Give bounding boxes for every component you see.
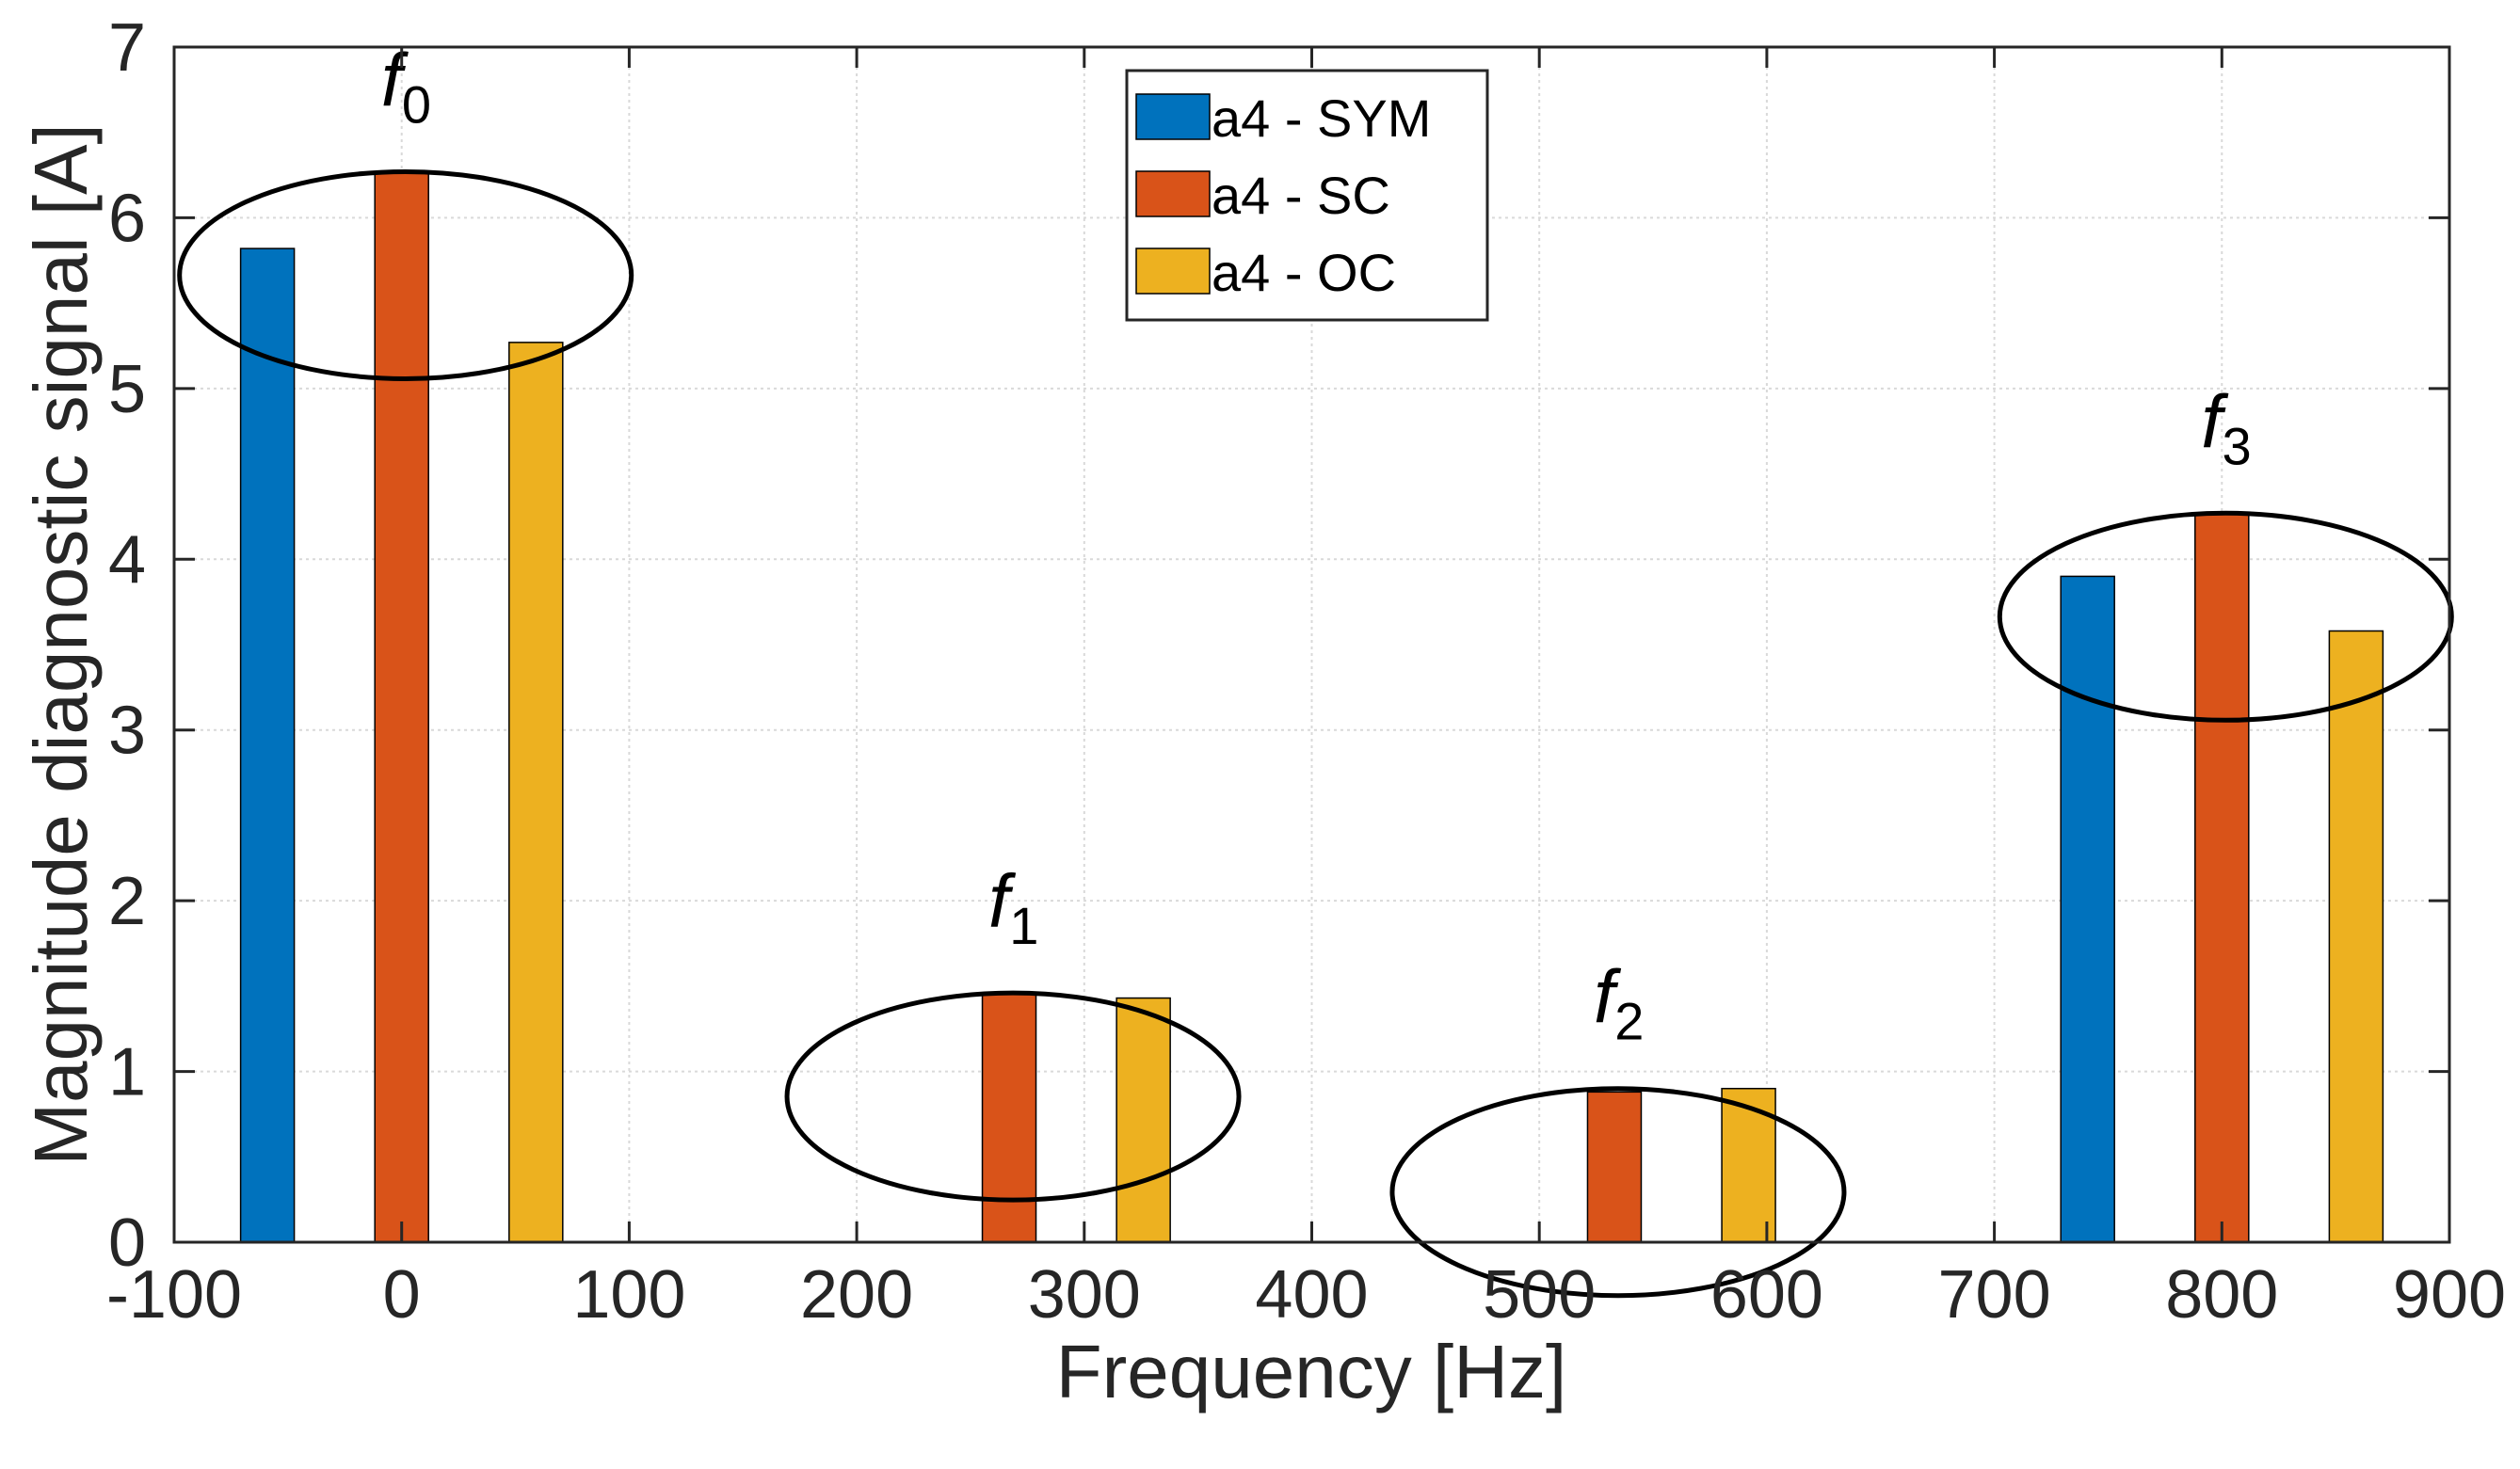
y-tick-label: 5 [108,352,146,427]
x-tick-label: 100 [572,1257,685,1333]
group-ellipse [1389,1086,1847,1299]
bar [2328,630,2384,1243]
x-axis-ticks: -100 0 100 200 300 400 500 600 700 800 900 [106,47,2506,1333]
y-tick-label: 3 [108,694,146,769]
x-tick-label: 300 [1028,1257,1141,1333]
group-label-sub: 1 [1009,896,1038,955]
bars [239,170,2384,1243]
bar [508,342,564,1243]
x-tick-label: 500 [1483,1257,1596,1333]
bar [374,170,429,1243]
x-tick-label: -100 [106,1257,242,1333]
y-tick-label: 2 [108,864,146,939]
legend-entry: a4 - SYM [1212,88,1431,148]
y-tick-label: 1 [108,1035,146,1110]
group-label-sub: 0 [402,74,431,134]
bar [2060,575,2115,1243]
legend-entry: a4 - SC [1212,166,1390,225]
y-axis-ticks: 0 1 2 3 4 5 6 7 [108,10,2449,1281]
bar [981,992,1037,1243]
bar [239,247,296,1243]
group-ellipse [1997,510,2454,723]
group-ellipses [177,168,2454,1299]
x-tick-label: 700 [1938,1257,2051,1333]
y-tick-label: 0 [108,1206,146,1281]
x-tick-label: 400 [1255,1257,1368,1333]
group-ellipse [784,990,1242,1203]
y-axis-label: Magnitude diagnostic signal [A] [19,123,103,1165]
legend-swatch [1135,170,1211,217]
group-label-sub: 3 [2223,416,2252,475]
x-tick-label: 800 [2165,1257,2278,1333]
bar [1586,1091,1643,1243]
bar [2194,512,2250,1243]
legend-swatch [1135,247,1211,295]
legend-swatch [1135,93,1211,140]
x-tick-label: 600 [1710,1257,1823,1333]
bar [1116,997,1171,1243]
y-tick-label: 6 [108,181,146,256]
group-label-sub: 2 [1614,992,1644,1051]
legend-entry: a4 - OC [1212,243,1396,302]
y-tick-label: 4 [108,522,146,598]
legend: a4 - SYM a4 - SC a4 - OC [1125,69,1489,322]
x-tick-label: 0 [383,1257,421,1333]
x-axis-label: Frequency [Hz] [1056,1330,1566,1413]
bar [1721,1087,1776,1243]
group-label: f1 [988,859,1038,955]
group-ellipse [177,168,634,381]
x-tick-label: 200 [800,1257,913,1333]
y-tick-label: 7 [108,10,146,86]
x-tick-label: 900 [2393,1257,2506,1333]
